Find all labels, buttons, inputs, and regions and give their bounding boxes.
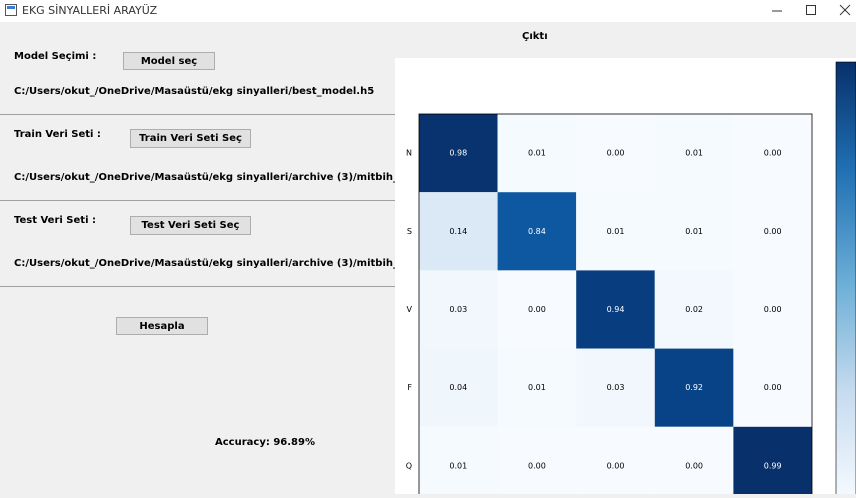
heatmap-cell (419, 426, 498, 498)
model-label: Model Seçimi : (14, 51, 97, 62)
cell-label: 0.04 (449, 383, 467, 392)
heatmap-cell (497, 270, 577, 349)
cell-label: 0.01 (685, 227, 703, 236)
cell-label: 0.00 (764, 305, 782, 314)
separator (0, 114, 395, 115)
cell-label: 0.00 (607, 461, 625, 470)
heatmap-cell (419, 192, 498, 271)
accuracy-text: Accuracy: 96.89% (215, 437, 315, 448)
model-path: C:/Users/okut_/OneDrive/Masaüstü/ekg sin… (14, 86, 375, 97)
separator (0, 200, 395, 201)
model-button[interactable]: Model seç (123, 52, 215, 70)
title-bar: EKG SİNYALLERİ ARAYÜZ (0, 0, 856, 22)
heatmap-cell (497, 192, 577, 271)
train-path: C:/Users/okut_/OneDrive/Masaüstü/ekg sin… (14, 172, 402, 183)
cell-label: 0.00 (764, 383, 782, 392)
compute-button[interactable]: Hesapla (116, 317, 208, 335)
heatmap-cell (654, 270, 734, 349)
heatmap-cell (654, 192, 734, 271)
heatmap-cell (497, 348, 577, 427)
train-label: Train Veri Seti : (14, 129, 101, 140)
cell-label: 0.00 (764, 149, 782, 158)
heatmap-cell (654, 348, 734, 427)
cell-label: 0.01 (685, 149, 703, 158)
heatmap-cell (654, 426, 734, 498)
heatmap-cell (576, 270, 655, 349)
cell-label: 0.01 (607, 227, 625, 236)
row-label: N (406, 149, 412, 158)
heatmap-cell (576, 426, 655, 498)
test-path: C:/Users/okut_/OneDrive/Masaüstü/ekg sin… (14, 258, 402, 269)
cell-label: 0.00 (685, 461, 703, 470)
test-button[interactable]: Test Veri Seti Seç (130, 216, 251, 235)
output-label: Çıktı (522, 31, 548, 42)
cell-label: 0.01 (528, 383, 546, 392)
train-button[interactable]: Train Veri Seti Seç (130, 129, 251, 148)
close-button[interactable] (838, 3, 852, 17)
app-icon (5, 4, 17, 16)
heatmap-frame (418, 113, 813, 498)
row-label: Q (406, 461, 412, 470)
cell-label: 0.00 (764, 227, 782, 236)
heatmap-cell (733, 270, 812, 349)
cell-label: 0.03 (607, 383, 625, 392)
heatmap-cell (576, 348, 655, 427)
heatmap-cell (576, 114, 655, 193)
heatmap-cell (733, 426, 812, 498)
cell-label: 0.98 (449, 149, 467, 158)
heatmap: N 0.98 0.01 0.00 0.01 0.00 S 0.14 0.84 0.01 0.01 0.… (406, 61, 856, 498)
heatmap-cell (654, 114, 734, 193)
heatmap-cell (733, 348, 812, 427)
colorbar (835, 61, 856, 498)
test-label: Test Veri Seti : (14, 215, 96, 226)
cell-label: 0.99 (764, 461, 782, 470)
separator (0, 286, 395, 287)
heatmap-cell (497, 426, 577, 498)
cell-label: 0.94 (607, 305, 625, 314)
row-label: S (407, 227, 412, 236)
maximize-button[interactable] (804, 3, 818, 17)
row-label: F (407, 383, 412, 392)
heatmap-cell (419, 114, 498, 193)
cell-label: 0.03 (449, 305, 467, 314)
heatmap-cell (733, 192, 812, 271)
cell-label: 0.02 (685, 305, 703, 314)
cell-label: 0.00 (528, 305, 546, 314)
heatmap-cell (497, 114, 577, 193)
cell-label: 0.00 (528, 461, 546, 470)
cell-label: 0.01 (528, 149, 546, 158)
heatmap-cell (419, 348, 498, 427)
heatmap-cell (419, 270, 498, 349)
cell-label: 0.92 (685, 383, 703, 392)
row-label: V (407, 305, 413, 314)
heatmap-cell (576, 192, 655, 271)
cell-label: 0.01 (449, 461, 467, 470)
cell-label: 0.14 (449, 227, 467, 236)
window-title: EKG SİNYALLERİ ARAYÜZ (22, 4, 158, 17)
cell-label: 0.00 (607, 149, 625, 158)
plot-area: N 0.98 0.01 0.00 0.01 0.00 S 0.14 0.84 0.01 0.01 0.… (395, 58, 856, 498)
minimize-button[interactable] (770, 3, 784, 17)
cell-label: 0.84 (528, 227, 546, 236)
heatmap-cell (733, 114, 812, 193)
